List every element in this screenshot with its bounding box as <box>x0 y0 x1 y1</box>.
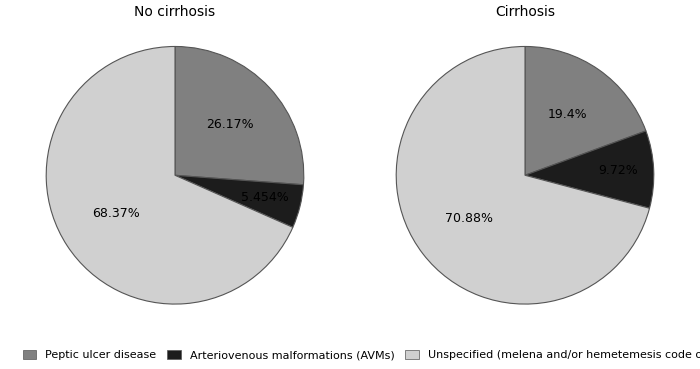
Title: Cirrhosis: Cirrhosis <box>495 5 555 19</box>
Text: 9.72%: 9.72% <box>598 165 638 177</box>
Wedge shape <box>525 46 646 175</box>
Text: 5.454%: 5.454% <box>241 191 289 204</box>
Title: No cirrhosis: No cirrhosis <box>134 5 216 19</box>
Wedge shape <box>46 46 293 304</box>
Text: 26.17%: 26.17% <box>206 118 253 131</box>
Text: 68.37%: 68.37% <box>92 207 139 220</box>
Text: 70.88%: 70.88% <box>445 212 493 225</box>
Text: 19.4%: 19.4% <box>548 107 587 121</box>
Wedge shape <box>396 46 650 304</box>
Wedge shape <box>525 131 654 208</box>
Legend: Peptic ulcer disease, Arteriovenous malformations (AVMs), Unspecified (melena an: Peptic ulcer disease, Arteriovenous malf… <box>20 346 700 363</box>
Wedge shape <box>175 175 304 227</box>
Wedge shape <box>175 46 304 185</box>
